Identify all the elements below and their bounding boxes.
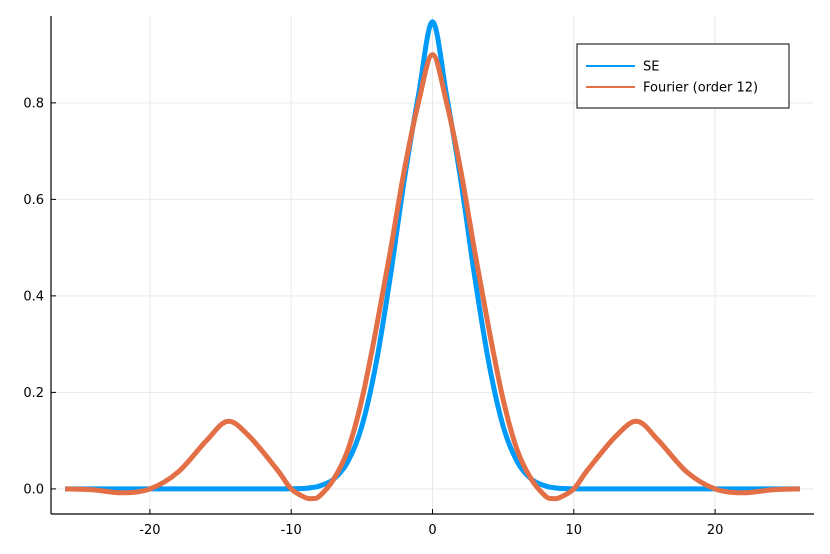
y-tick-label: 0.2 [23, 386, 44, 401]
x-tick-label: 10 [566, 523, 583, 538]
x-tick-label: -20 [139, 523, 160, 538]
legend-label: Fourier (order 12) [643, 81, 758, 96]
series-line-se [65, 19, 800, 492]
y-tick-label: 0.4 [23, 289, 44, 304]
y-tick-label: 0.8 [23, 96, 44, 111]
legend-label: SE [643, 60, 659, 75]
legend-box [576, 43, 790, 109]
legend: SE Fourier (order 12) [576, 43, 790, 109]
y-tick-label: 0.0 [23, 482, 44, 497]
y-tick-label: 0.6 [23, 193, 44, 208]
x-tick-label: -10 [281, 523, 302, 538]
series-layer [65, 19, 800, 502]
x-tick-label: 20 [707, 523, 724, 538]
series-line-fourier [65, 52, 800, 502]
ticks: -20 -10 0 10 20 0.0 0.2 0.4 0.6 0.8 [23, 96, 723, 538]
x-tick-label: 0 [428, 523, 436, 538]
